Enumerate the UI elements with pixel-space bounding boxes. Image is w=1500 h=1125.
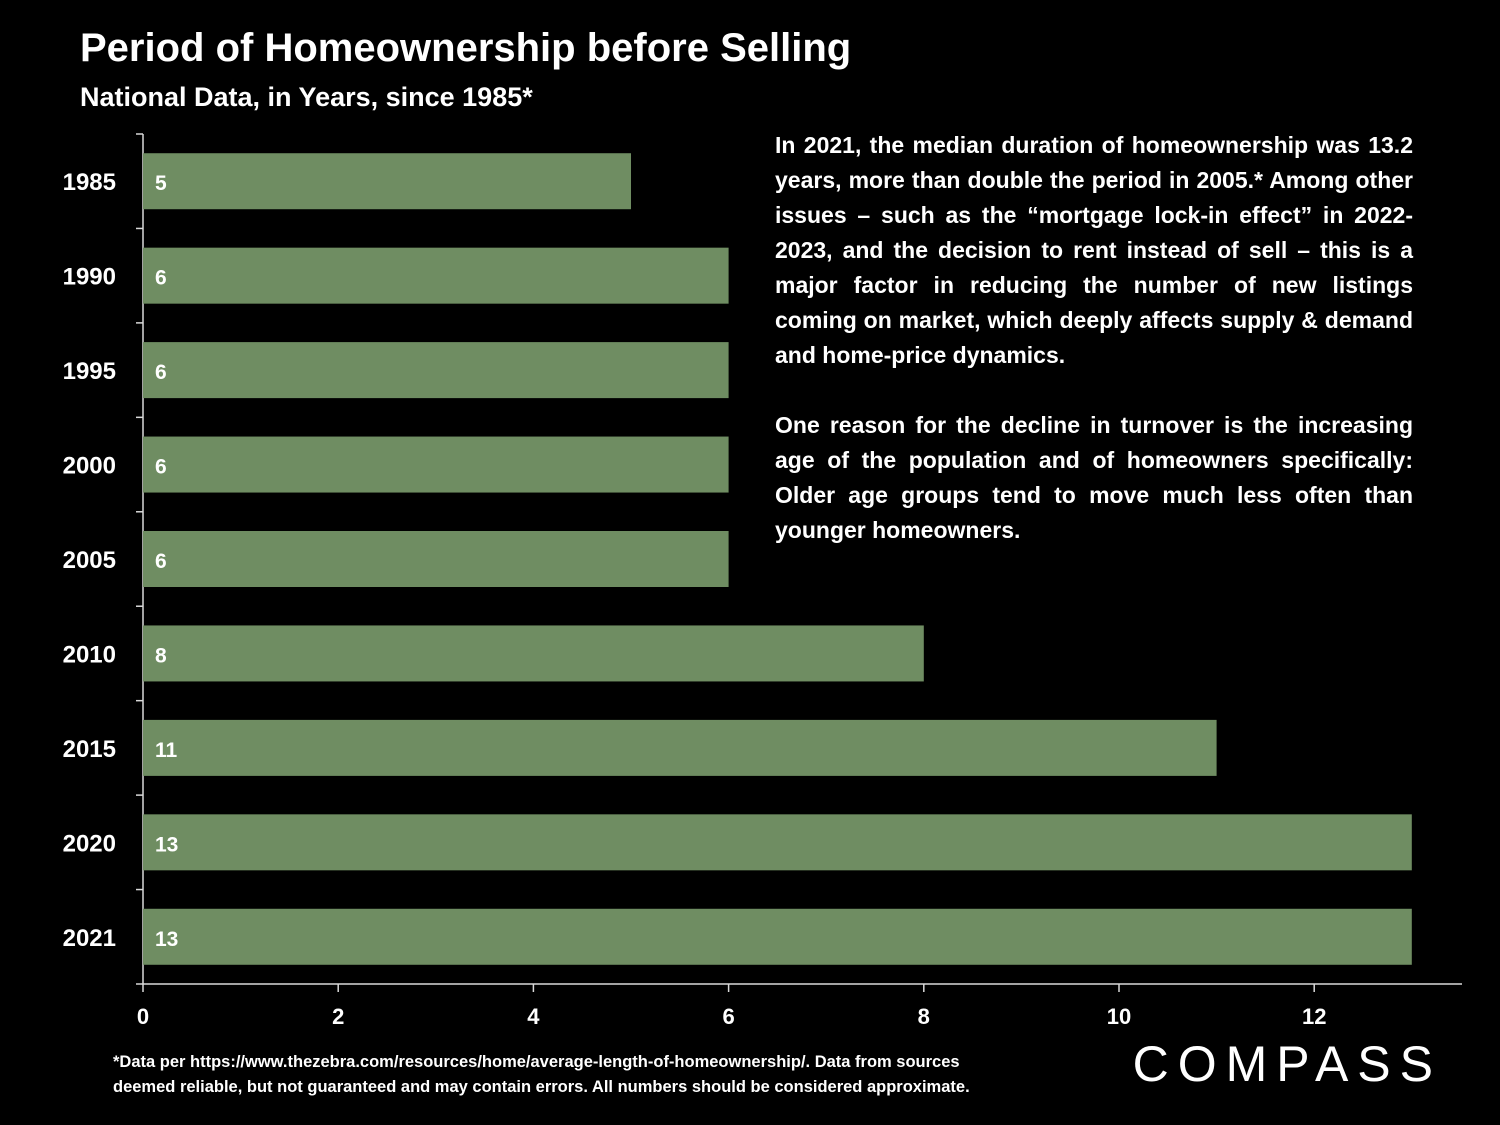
annotation-text: In 2021, the median duration of homeowne… [775,128,1413,583]
bar-2005 [143,531,729,587]
bar-1995 [143,342,729,399]
data-label-2000: 6 [155,456,167,479]
x-tick-label-2: 2 [332,1004,344,1029]
y-tick-label-2021: 2021 [63,925,116,952]
x-tick-label-12: 12 [1302,1004,1326,1029]
data-label-2020: 13 [155,833,178,856]
annotation-paragraph-1: In 2021, the median duration of homeowne… [775,132,1413,368]
data-label-2010: 8 [155,644,167,667]
bar-2020 [143,814,1412,871]
bar-2010 [143,625,924,682]
bar-1990 [143,247,729,304]
bar-2000 [143,436,729,493]
y-tick-label-2005: 2005 [63,547,116,574]
y-tick-label-2000: 2000 [63,453,116,480]
compass-logo: COMPASS [1132,1036,1442,1092]
footnote-line-2: deemed reliable, but not guaranteed and … [113,1078,970,1096]
y-tick-label-2015: 2015 [63,736,116,763]
data-label-2005: 6 [155,550,167,573]
x-tick-label-8: 8 [918,1004,930,1029]
y-tick-label-2020: 2020 [63,830,116,857]
data-label-2015: 11 [155,739,178,762]
y-tick-label-1995: 1995 [63,358,116,385]
data-label-2021: 13 [155,928,178,951]
annotation-paragraph-2: One reason for the decline in turnover i… [775,412,1413,543]
data-label-1985: 5 [155,172,167,195]
footnote: *Data per https://www.thezebra.com/resou… [113,1050,1113,1100]
data-label-1995: 6 [155,361,167,384]
bar-1985 [143,153,631,210]
x-tick-label-0: 0 [137,1004,149,1029]
bar-2021 [143,908,1412,965]
x-tick-label-10: 10 [1107,1004,1131,1029]
footnote-line-1: *Data per https://www.thezebra.com/resou… [113,1053,960,1071]
y-tick-label-1990: 1990 [63,264,116,291]
chart-title: Period of Homeownership before Selling [80,26,852,70]
bar-2015 [143,719,1217,776]
y-tick-label-1985: 1985 [63,169,116,196]
x-tick-label-6: 6 [722,1004,734,1029]
data-label-1990: 6 [155,267,167,290]
chart-subtitle: National Data, in Years, since 1985* [80,82,533,112]
x-tick-label-4: 4 [527,1004,540,1029]
y-tick-label-2010: 2010 [63,641,116,668]
